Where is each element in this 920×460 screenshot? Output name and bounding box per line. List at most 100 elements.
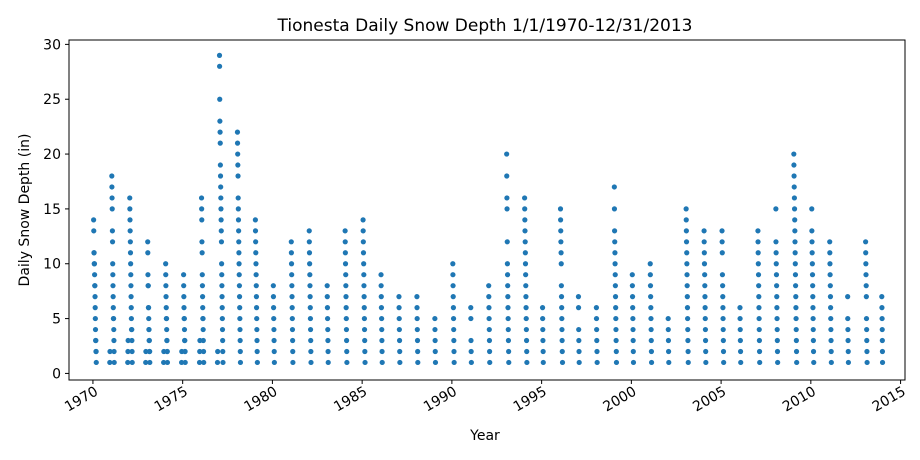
data-point xyxy=(683,206,689,212)
data-point xyxy=(630,337,636,344)
data-point xyxy=(109,195,115,201)
data-point xyxy=(828,305,834,311)
data-point xyxy=(773,250,779,256)
data-point xyxy=(235,173,241,179)
data-point xyxy=(109,173,115,179)
data-point xyxy=(540,315,546,322)
data-point xyxy=(235,217,242,223)
data-point xyxy=(128,261,134,267)
data-point xyxy=(522,195,528,201)
data-point xyxy=(791,162,797,168)
data-point xyxy=(127,206,133,212)
data-point xyxy=(253,283,259,289)
data-point xyxy=(612,261,618,267)
data-point xyxy=(129,337,135,344)
data-point xyxy=(360,239,366,245)
data-point xyxy=(827,294,834,300)
data-point xyxy=(288,239,294,245)
data-point xyxy=(415,348,421,355)
data-point xyxy=(289,315,295,322)
data-point xyxy=(235,195,241,201)
x-axis: 1970 1975 1980 1985 1990 1995 2000 2005 2010 2015 xyxy=(62,380,909,415)
data-point xyxy=(217,162,223,168)
data-point xyxy=(91,261,98,267)
data-point xyxy=(702,326,709,333)
data-point xyxy=(289,326,296,333)
data-point xyxy=(791,151,797,157)
data-point xyxy=(721,359,727,366)
x-tick-label: 1970 xyxy=(62,384,101,416)
data-point xyxy=(308,337,314,344)
data-point xyxy=(665,348,672,355)
data-point xyxy=(342,250,348,256)
data-point xyxy=(109,184,115,190)
data-point xyxy=(271,337,277,344)
data-point xyxy=(216,52,223,58)
data-point xyxy=(720,337,726,344)
data-point xyxy=(127,228,133,234)
data-point xyxy=(218,195,224,201)
data-point xyxy=(93,359,99,366)
data-point xyxy=(201,359,207,366)
data-point xyxy=(362,348,368,355)
data-point xyxy=(863,239,869,245)
data-point xyxy=(415,359,421,366)
data-point xyxy=(253,272,259,278)
data-point xyxy=(702,283,708,289)
data-point xyxy=(629,294,636,300)
data-point xyxy=(181,315,187,322)
data-point xyxy=(217,118,223,124)
data-point xyxy=(143,348,149,355)
data-point xyxy=(685,326,691,333)
data-point xyxy=(648,348,655,355)
data-point xyxy=(685,315,691,322)
data-point xyxy=(845,294,851,300)
data-point xyxy=(397,348,403,355)
data-point xyxy=(828,359,834,366)
data-point xyxy=(684,294,690,300)
data-point xyxy=(523,326,529,333)
data-point xyxy=(181,272,187,278)
data-point xyxy=(810,348,817,355)
data-point xyxy=(379,348,385,355)
data-point xyxy=(703,348,709,355)
data-point xyxy=(271,359,277,366)
data-point xyxy=(290,337,296,344)
data-point xyxy=(236,283,243,289)
data-point xyxy=(342,239,348,245)
data-point xyxy=(360,250,367,256)
data-point xyxy=(540,337,546,344)
data-point xyxy=(863,315,870,322)
data-point xyxy=(129,359,135,366)
data-point xyxy=(450,261,456,267)
x-tick-label: 1975 xyxy=(152,384,191,416)
data-point xyxy=(343,283,349,289)
data-point xyxy=(200,326,206,333)
data-point xyxy=(879,305,885,311)
data-point xyxy=(164,348,170,355)
data-point xyxy=(127,250,134,256)
data-point xyxy=(432,337,438,344)
data-point xyxy=(809,206,815,212)
data-point xyxy=(220,348,226,355)
data-point xyxy=(361,261,367,267)
data-point xyxy=(558,250,564,256)
data-point xyxy=(630,359,637,366)
data-point xyxy=(524,359,530,366)
data-point xyxy=(288,261,295,267)
data-point xyxy=(199,250,205,256)
data-point xyxy=(879,315,885,322)
data-point xyxy=(343,315,349,322)
data-point xyxy=(360,228,366,234)
data-point xyxy=(450,272,456,278)
data-point xyxy=(451,326,457,333)
data-point xyxy=(181,326,188,333)
data-point xyxy=(288,250,294,256)
data-point xyxy=(559,337,565,344)
data-point xyxy=(109,228,115,234)
data-point xyxy=(450,283,456,289)
data-point xyxy=(362,337,368,344)
data-point xyxy=(864,326,870,333)
data-point xyxy=(289,294,295,300)
x-tick-label: 1990 xyxy=(421,384,460,416)
